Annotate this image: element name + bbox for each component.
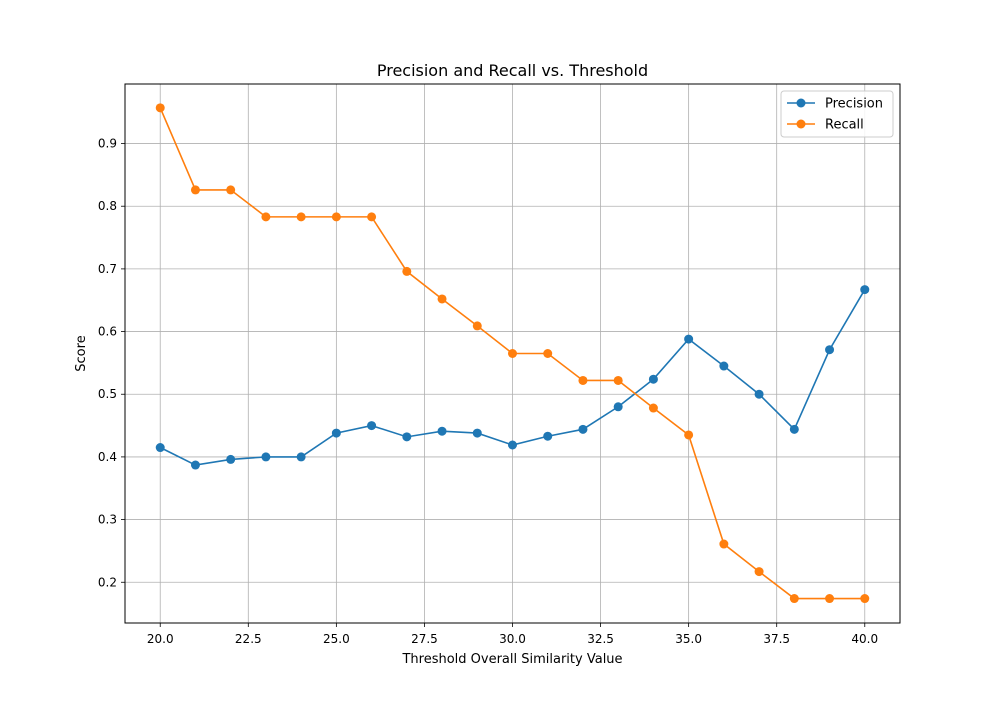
precision-point xyxy=(437,426,447,436)
legend-swatch-marker xyxy=(796,119,806,129)
recall-point xyxy=(190,185,200,195)
precision-point xyxy=(261,452,271,462)
precision-point xyxy=(684,334,694,344)
precision-point xyxy=(754,389,764,399)
legend-swatch-marker xyxy=(796,98,806,108)
recall-point xyxy=(437,294,447,304)
x-axis-label: Threshold Overall Similarity Value xyxy=(401,652,622,667)
recall-point xyxy=(261,212,271,222)
y-tick-label: 0.4 xyxy=(98,450,117,464)
x-tick-label: 37.5 xyxy=(763,632,790,646)
recall-point xyxy=(578,375,588,385)
precision-point xyxy=(543,431,553,441)
recall-point xyxy=(508,349,517,358)
precision-point xyxy=(578,424,588,434)
y-tick-label: 0.2 xyxy=(98,575,117,589)
chart-title: Precision and Recall vs. Threshold xyxy=(377,61,648,80)
recall-point xyxy=(331,212,341,222)
precision-point xyxy=(825,345,835,355)
precision-point xyxy=(367,421,377,431)
precision-point xyxy=(296,452,306,462)
precision-series xyxy=(155,285,870,470)
recall-point xyxy=(648,403,658,413)
legend-label: Recall xyxy=(825,118,864,133)
legend-item-precision: Precision xyxy=(787,97,883,112)
recall-point xyxy=(226,185,236,195)
precision-point xyxy=(155,443,165,453)
legend-item-recall: Recall xyxy=(787,118,864,133)
precision-point xyxy=(648,374,658,384)
precision-point xyxy=(472,428,482,438)
y-tick-label: 0.6 xyxy=(98,325,117,339)
precision-point xyxy=(331,428,341,438)
x-tick-label: 30.0 xyxy=(499,632,526,646)
x-axis-ticks: 20.0 22.5 25.0 27.5 30.0 32.5 35.0 37.5 40.0 xyxy=(147,623,878,646)
x-tick-label: 25.0 xyxy=(323,632,350,646)
y-tick-label: 0.9 xyxy=(98,137,117,151)
precision-point xyxy=(613,402,623,412)
grid-lines xyxy=(125,84,900,623)
recall-point xyxy=(155,103,165,113)
y-tick-label: 0.8 xyxy=(98,199,117,213)
y-tick-label: 0.3 xyxy=(98,513,117,527)
recall-point xyxy=(684,430,694,440)
recall-point xyxy=(543,349,553,358)
plot-series xyxy=(155,103,870,604)
y-tick-label: 0.7 xyxy=(98,262,117,276)
recall-point xyxy=(613,375,623,385)
x-tick-label: 35.0 xyxy=(675,632,702,646)
legend-label: Precision xyxy=(825,97,883,112)
x-tick-label: 40.0 xyxy=(851,632,878,646)
x-tick-label: 20.0 xyxy=(147,632,174,646)
precision-point xyxy=(719,361,729,371)
recall-point xyxy=(719,539,729,549)
precision-point xyxy=(190,460,200,470)
precision-point xyxy=(789,424,799,434)
precision-point xyxy=(508,440,517,450)
precision-point xyxy=(402,432,412,442)
recall-point xyxy=(825,594,835,604)
precision-point xyxy=(860,285,870,295)
y-tick-label: 0.5 xyxy=(98,387,117,401)
precision-point xyxy=(226,454,236,464)
recall-point xyxy=(754,567,764,577)
recall-point xyxy=(860,594,870,604)
y-axis-ticks: 0.2 0.3 0.4 0.5 0.6 0.7 0.8 0.9 xyxy=(98,137,125,589)
y-axis-label: Score xyxy=(74,335,89,371)
legend: Precision Recall xyxy=(780,90,894,138)
recall-point xyxy=(789,594,799,604)
recall-point xyxy=(296,212,306,222)
recall-series xyxy=(155,103,870,604)
recall-point xyxy=(402,266,412,276)
x-tick-label: 22.5 xyxy=(235,632,262,646)
recall-point xyxy=(472,321,482,331)
x-tick-label: 32.5 xyxy=(587,632,614,646)
x-tick-label: 27.5 xyxy=(411,632,438,646)
recall-point xyxy=(367,212,377,222)
